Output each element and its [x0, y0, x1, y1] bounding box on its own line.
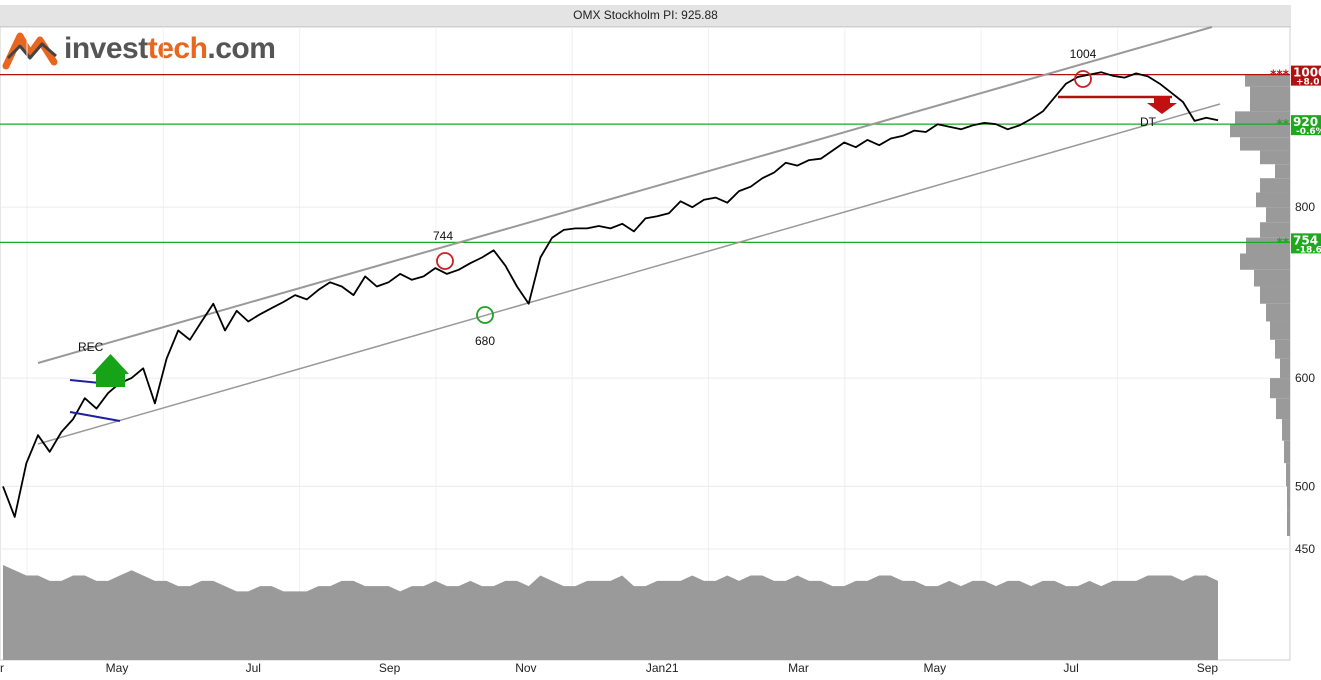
buy-arrow-icon [92, 354, 129, 387]
volume-profile-bar [1245, 74, 1290, 87]
level-change: -18.6 [1296, 245, 1321, 255]
volume-profile-bar [1246, 237, 1290, 254]
volume-profile-bar [1260, 286, 1290, 304]
level-stars: ** [1276, 235, 1289, 249]
x-tick-label: Jul [1063, 661, 1078, 675]
x-tick-label: Nov [515, 661, 536, 675]
level-value: 920 [1293, 115, 1318, 129]
price-line [2, 71, 1219, 518]
trend-channel-upper [37, 26, 1213, 364]
volume-profile-bar [1256, 192, 1290, 208]
volume-profile-bar [1260, 178, 1290, 193]
volume-profile-bar [1275, 339, 1290, 359]
level-stars: *** [1270, 68, 1290, 82]
level-change: +8.0 [1296, 78, 1319, 88]
x-tick-label: Jan21 [646, 661, 679, 675]
level-badge [1291, 233, 1321, 254]
volume-profile-bar [1250, 86, 1290, 112]
volume-profile-bar [1266, 303, 1290, 322]
volume-profile-bar [1276, 398, 1290, 420]
logo-text: investtech.com [64, 32, 276, 65]
pivot-low-marker [476, 306, 494, 324]
peak-marker [1074, 70, 1092, 88]
volume-profile-bar [1230, 124, 1290, 138]
x-tick-label: May [106, 661, 129, 675]
volume-profile-bar [1284, 440, 1290, 464]
x-tick-label: Mar [788, 661, 809, 675]
volume-profile-bar [1235, 111, 1290, 125]
volume-profile-bar [1287, 510, 1290, 536]
volume-area [3, 565, 1218, 660]
sell-arrow-icon [1147, 96, 1177, 114]
level-change: -0.6% [1296, 127, 1321, 137]
trend-channel-lower [37, 103, 1221, 445]
x-tick-label: Jul [246, 661, 261, 675]
level-stars: ** [1276, 117, 1289, 131]
logo-mark-icon [2, 32, 58, 70]
pivot-high-label: 744 [433, 229, 453, 243]
x-tick-label: Sep [379, 661, 401, 675]
volume-profile-bar [1266, 207, 1290, 223]
volume-profile-bar [1280, 358, 1290, 379]
x-tick-label: May [923, 661, 946, 675]
pivot-low-label: 680 [475, 334, 495, 348]
x-tick-label: Sep [1197, 661, 1219, 675]
plot-frame [0, 26, 1291, 661]
volume-profile-bar [1254, 269, 1290, 287]
x-tick-label: r [0, 661, 4, 675]
rec-lower-line [69, 411, 121, 422]
volume-profile-bar [1260, 222, 1290, 238]
dt-label: DT [1140, 115, 1157, 129]
level-value: 754 [1293, 233, 1318, 247]
level-badge [1291, 115, 1321, 136]
y-tick-label: 450 [1295, 542, 1315, 556]
volume-profile-bar [1270, 321, 1290, 340]
volume-profile-bar [1287, 486, 1290, 511]
volume-profile-bar [1240, 137, 1290, 151]
volume-profile-bar [1240, 253, 1290, 270]
volume-profile-bar [1260, 150, 1290, 165]
y-tick-label: 600 [1295, 371, 1315, 385]
y-tick-label: 500 [1295, 479, 1315, 493]
volume-profile-bar [1270, 378, 1290, 399]
y-tick-label: 800 [1295, 200, 1315, 214]
rec-label: REC [78, 340, 104, 354]
pivot-high-marker [436, 252, 454, 270]
level-value: 1000 [1293, 66, 1321, 80]
level-badge [1291, 65, 1321, 86]
volume-profile-bar [1282, 419, 1290, 441]
volume-profile-bar [1275, 164, 1290, 179]
investtech-logo: investtech.com [2, 28, 276, 74]
volume-profile-bar [1286, 463, 1290, 487]
peak-label: 1004 [1070, 47, 1097, 61]
